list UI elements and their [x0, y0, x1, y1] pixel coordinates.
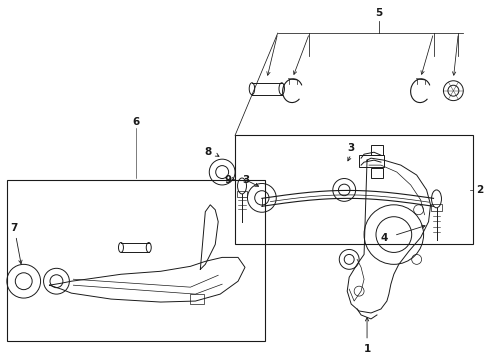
- Bar: [7, 180, 264, 341]
- Text: 8: 8: [204, 147, 211, 157]
- Text: 3: 3: [242, 175, 249, 185]
- Bar: [370, 145, 382, 155]
- Text: 6: 6: [132, 117, 139, 127]
- Text: 5: 5: [375, 8, 382, 18]
- Text: 3: 3: [347, 143, 354, 153]
- Bar: [236, 191, 247, 197]
- Bar: [190, 294, 204, 304]
- Text: 7: 7: [10, 222, 18, 233]
- Bar: [370, 168, 382, 178]
- Text: 9: 9: [224, 175, 231, 185]
- Text: 1: 1: [363, 344, 370, 354]
- Text: 2: 2: [476, 185, 483, 195]
- Bar: [235, 135, 472, 244]
- Bar: [358, 155, 383, 167]
- Text: 4: 4: [380, 233, 387, 243]
- Bar: [429, 204, 442, 211]
